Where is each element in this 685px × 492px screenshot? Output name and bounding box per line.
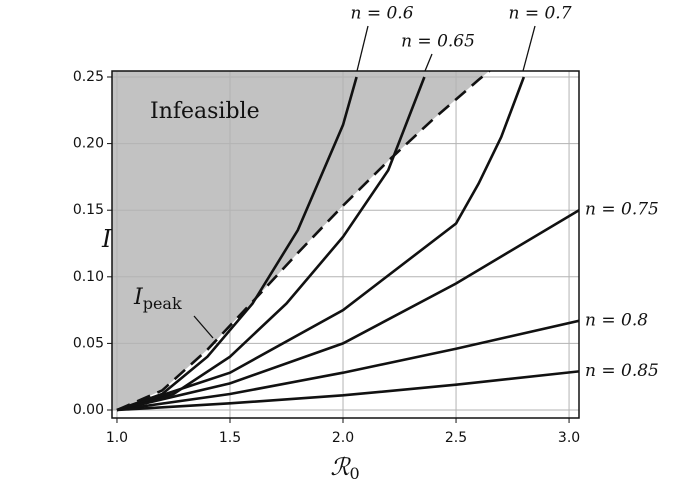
plot-frame — [111, 70, 580, 419]
y-label-main: I — [101, 225, 112, 253]
y-tick-label: 0.20 — [73, 136, 104, 152]
y-tick-label: 0.15 — [73, 202, 104, 218]
series-label: n = 0.75 — [585, 200, 659, 220]
series-label: n = 0.65 — [401, 32, 475, 52]
leader-line — [522, 25, 536, 72]
y-tick-label: 0.10 — [73, 269, 104, 285]
y-tick-label: 0.25 — [73, 69, 104, 85]
peak-label: Ipeak — [133, 285, 182, 313]
leader-line — [193, 315, 214, 339]
peak-label-sub: peak — [143, 294, 182, 313]
series-line — [116, 76, 526, 412]
series-line — [116, 76, 426, 412]
series-label: n = 0.8 — [585, 310, 648, 330]
series-line — [116, 209, 579, 412]
plot-area — [112, 71, 579, 418]
series-line — [116, 370, 579, 412]
x-tick-label: 1.0 — [106, 430, 128, 446]
x-tick-label: 1.5 — [219, 430, 241, 446]
x-label-main: ℛ — [330, 453, 351, 481]
series-label: n = 0.6 — [350, 4, 413, 24]
series-label: n = 0.85 — [585, 361, 659, 381]
x-tick-label: 2.0 — [332, 430, 354, 446]
annotation: Infeasible — [150, 99, 260, 124]
leader-line — [356, 25, 369, 72]
leader-line — [424, 53, 433, 72]
x-tick-label: 2.5 — [445, 430, 467, 446]
series-line — [116, 319, 579, 412]
y-tick-label: 0.05 — [73, 335, 104, 351]
peak-label-main: I — [133, 285, 144, 310]
y-tick-label: 0.00 — [73, 402, 104, 418]
x-label-sub: 0 — [349, 464, 359, 483]
x-tick-label: 3.0 — [558, 430, 580, 446]
series-label: n = 0.7 — [508, 4, 571, 24]
x-axis-label: ℛ0 — [330, 453, 359, 483]
peak-curve — [116, 71, 492, 412]
